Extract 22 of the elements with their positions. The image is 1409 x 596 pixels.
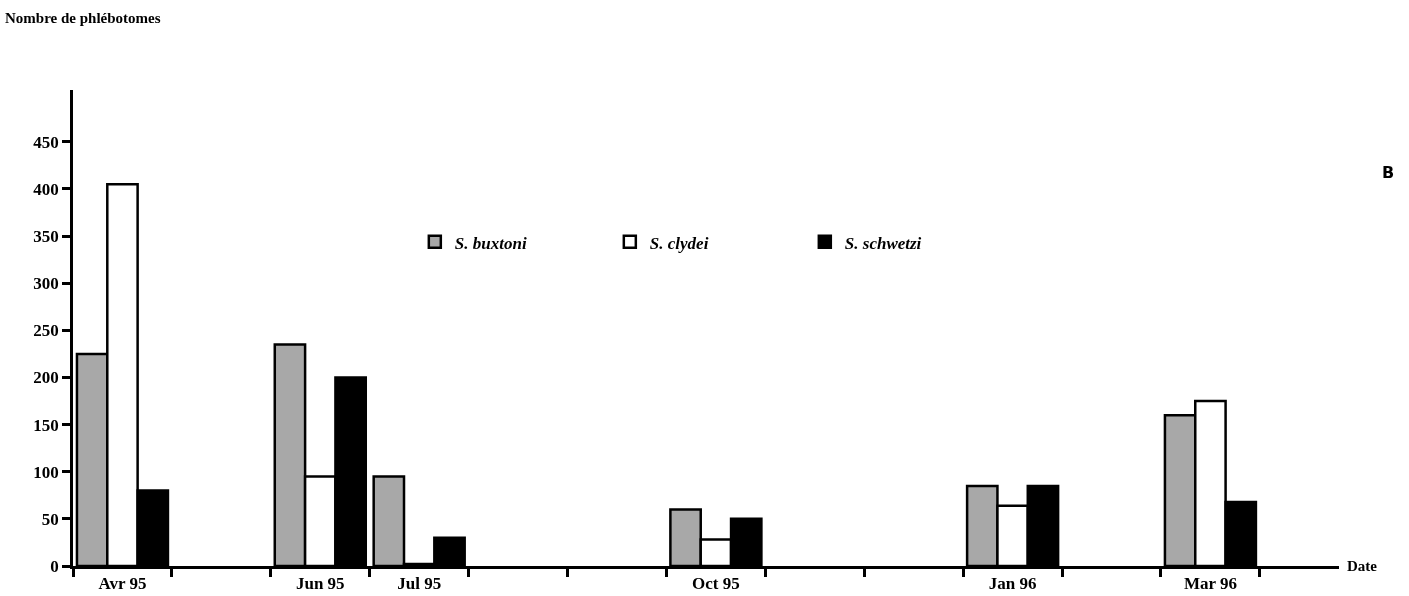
y-tick-label: 50: [41, 509, 59, 529]
y-tick-label: 0: [50, 556, 59, 576]
x-tick-label: Jun 95: [295, 574, 345, 594]
legend-label: S. clydei: [649, 233, 709, 253]
y-tick-label: 100: [33, 462, 59, 482]
text: B: [1382, 163, 1395, 182]
x-axis-title: Date: [1347, 558, 1378, 574]
y-tick-label: 350: [33, 227, 59, 247]
y-tick-label: 250: [33, 321, 59, 341]
x-tick-label: Avr 95: [98, 574, 147, 594]
x-tick-label: Oct 95: [692, 574, 740, 594]
x-tick-label: Jul 95: [397, 574, 442, 594]
y-tick-label: 400: [33, 179, 59, 199]
legend-label: S. buxtoni: [454, 233, 527, 253]
x-tick-label: Mar 96: [1183, 574, 1237, 594]
x-tick-label: Jan 96: [988, 574, 1037, 594]
y-axis-title: Nombre de phlébotomes: [5, 10, 161, 26]
y-tick-label: 200: [33, 368, 59, 388]
y-tick-label: 150: [33, 415, 59, 435]
y-tick-label: 300: [33, 274, 59, 294]
legend-label: S. schwetzi: [844, 233, 922, 253]
y-tick-label: 450: [33, 132, 59, 152]
